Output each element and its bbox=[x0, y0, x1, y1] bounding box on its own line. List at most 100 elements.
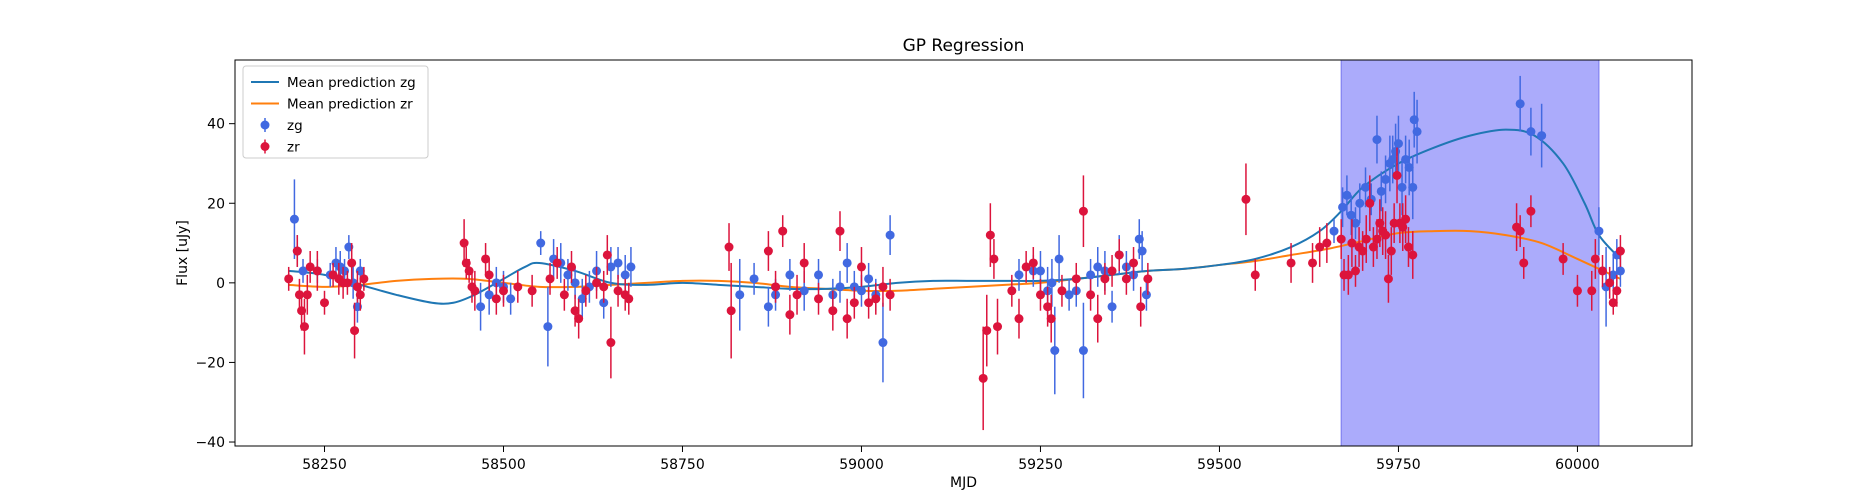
data-point-zr-81 bbox=[1121, 262, 1131, 295]
data-point-zr-126 bbox=[1615, 235, 1625, 267]
data-point-zr-95 bbox=[1350, 254, 1360, 287]
highlight-span-layer bbox=[1340, 59, 1600, 447]
data-point-zr-93 bbox=[1343, 254, 1353, 295]
data-point-zr-118 bbox=[1558, 243, 1568, 275]
data-point-zg-17 bbox=[536, 231, 546, 255]
data-point-zr-31 bbox=[559, 278, 569, 311]
data-point-zr-73 bbox=[1057, 274, 1067, 307]
data-point-zr-77 bbox=[1093, 294, 1103, 343]
data-point-zr-5 bbox=[302, 274, 312, 315]
data-point-zg-39 bbox=[835, 270, 845, 303]
legend-box bbox=[242, 65, 429, 159]
data-point-zr-74 bbox=[1071, 262, 1081, 295]
data-point-zr-14 bbox=[350, 302, 360, 359]
data-point-zr-44 bbox=[726, 262, 736, 359]
data-point-zr-112 bbox=[1403, 227, 1413, 267]
x-tick-label: 59500 bbox=[1197, 457, 1242, 473]
data-point-zr-29 bbox=[545, 262, 555, 295]
data-point-zr-43 bbox=[724, 223, 734, 271]
data-point-zr-119 bbox=[1572, 274, 1582, 307]
data-point-zg-65 bbox=[1137, 231, 1147, 271]
data-point-zr-52 bbox=[828, 290, 838, 331]
data-point-zr-111 bbox=[1401, 195, 1411, 244]
data-point-zr-123 bbox=[1605, 266, 1615, 299]
data-point-zr-32 bbox=[567, 251, 577, 283]
data-point-zr-115 bbox=[1515, 215, 1525, 248]
data-point-zr-13 bbox=[347, 243, 357, 283]
data-point-zr-85 bbox=[1241, 163, 1251, 236]
data-point-zr-86 bbox=[1250, 258, 1260, 291]
data-point-zr-50 bbox=[799, 243, 809, 283]
x-tick-label: 58750 bbox=[660, 457, 705, 473]
data-point-zr-87 bbox=[1286, 243, 1296, 283]
legend-label: zr bbox=[287, 140, 300, 156]
y-axis-ticks: −40 −20 0 20 40 bbox=[195, 117, 235, 451]
data-point-zg-75 bbox=[1372, 115, 1382, 164]
legend-entry-3: zr bbox=[260, 139, 300, 156]
data-point-zr-80 bbox=[1114, 239, 1124, 271]
mean-prediction-zr-line bbox=[288, 229, 1621, 293]
data-point-zr-91 bbox=[1336, 219, 1346, 259]
data-point-zr-121 bbox=[1590, 239, 1600, 279]
y-tick-label: 0 bbox=[216, 276, 225, 292]
x-tick-label: 58250 bbox=[302, 457, 347, 473]
data-point-zr-4 bbox=[299, 298, 309, 355]
data-point-zr-25 bbox=[491, 282, 501, 315]
data-point-zr-55 bbox=[849, 286, 859, 319]
data-point-zg-71 bbox=[1350, 207, 1360, 240]
data-point-zr-16 bbox=[355, 278, 365, 311]
x-tick-label: 59750 bbox=[1376, 457, 1421, 473]
data-point-zr-89 bbox=[1315, 227, 1325, 267]
data-point-zr-0 bbox=[284, 266, 294, 291]
data-point-zr-34 bbox=[574, 298, 584, 339]
legend-entry-1: Mean prediction zr bbox=[251, 97, 413, 113]
data-point-zr-98 bbox=[1361, 215, 1371, 263]
data-point-zr-113 bbox=[1408, 231, 1418, 279]
data-point-zg-31 bbox=[735, 258, 745, 331]
data-point-zr-106 bbox=[1386, 227, 1396, 275]
data-point-zr-88 bbox=[1308, 243, 1318, 283]
data-point-zr-27 bbox=[513, 270, 523, 303]
data-point-zr-39 bbox=[606, 306, 616, 379]
data-point-zg-0 bbox=[289, 179, 299, 259]
data-point-zr-53 bbox=[835, 211, 845, 252]
data-point-zr-45 bbox=[763, 231, 773, 271]
data-point-zr-38 bbox=[602, 235, 612, 275]
data-point-zg-91 bbox=[1594, 207, 1604, 255]
data-point-zr-58 bbox=[871, 282, 881, 315]
legend-label: zg bbox=[287, 118, 303, 134]
data-point-zr-30 bbox=[552, 247, 562, 279]
data-point-zg-18 bbox=[543, 286, 553, 367]
data-point-zr-66 bbox=[1007, 274, 1017, 307]
data-point-zg-56 bbox=[1078, 302, 1088, 399]
legend-label: Mean prediction zg bbox=[287, 75, 416, 91]
legend-entry-2: zg bbox=[260, 118, 303, 134]
data-point-zg-67 bbox=[1329, 219, 1339, 244]
data-point-zg-58 bbox=[1093, 247, 1103, 287]
data-point-zr-64 bbox=[989, 239, 999, 279]
data-point-zr-124 bbox=[1608, 290, 1618, 315]
data-point-zr-61 bbox=[978, 326, 988, 431]
data-point-zg-16 bbox=[506, 282, 516, 315]
data-point-zr-60 bbox=[885, 278, 895, 311]
data-point-zr-100 bbox=[1368, 227, 1378, 267]
data-point-zr-78 bbox=[1100, 262, 1110, 295]
y-tick-label: 40 bbox=[207, 117, 225, 133]
data-point-zr-56 bbox=[856, 247, 866, 287]
data-point-zr-117 bbox=[1526, 195, 1536, 228]
data-point-zr-75 bbox=[1078, 175, 1088, 248]
data-point-zr-108 bbox=[1392, 147, 1402, 204]
data-point-zr-6 bbox=[305, 251, 315, 283]
highlight-span bbox=[1340, 59, 1600, 447]
data-point-zr-36 bbox=[592, 266, 602, 299]
data-point-zr-46 bbox=[771, 270, 781, 303]
data-point-zg-53 bbox=[1054, 235, 1064, 283]
data-point-zr-23 bbox=[481, 243, 491, 275]
data-point-zg-69 bbox=[1342, 175, 1352, 216]
data-point-zr-79 bbox=[1107, 254, 1117, 287]
data-point-zr-116 bbox=[1519, 247, 1529, 279]
data-point-zr-1 bbox=[292, 235, 302, 267]
legend: Mean prediction zg Mean prediction zr zg zr bbox=[242, 65, 429, 159]
data-point-zr-67 bbox=[1014, 298, 1024, 339]
data-point-zr-68 bbox=[1021, 251, 1031, 283]
